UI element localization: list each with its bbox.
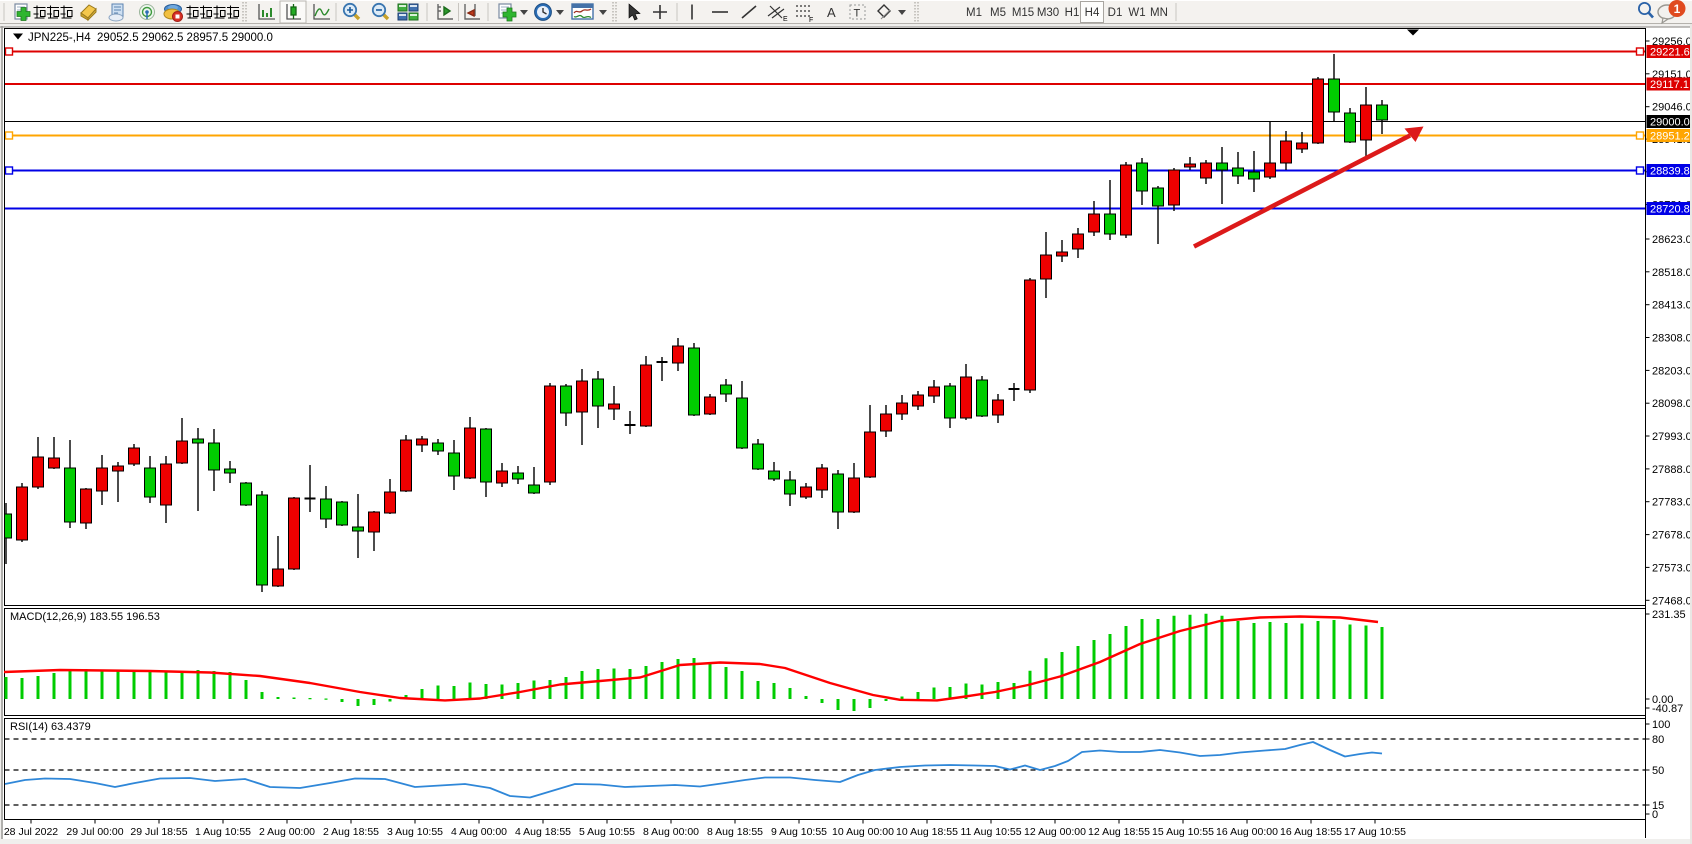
svg-text:16 Aug 00:00: 16 Aug 00:00: [1216, 826, 1278, 838]
svg-text:-40.87: -40.87: [1652, 703, 1683, 715]
svg-text:29117.1: 29117.1: [1650, 79, 1689, 91]
svg-text:2 Aug 18:55: 2 Aug 18:55: [323, 826, 379, 838]
svg-text:28518.0: 28518.0: [1652, 267, 1692, 279]
svg-text:1 Aug 10:55: 1 Aug 10:55: [195, 826, 251, 838]
svg-text:10 Aug 00:00: 10 Aug 00:00: [832, 826, 894, 838]
svg-text:4 Aug 00:00: 4 Aug 00:00: [451, 826, 507, 838]
svg-text:A: A: [827, 5, 836, 20]
svg-text:29 Jul 00:00: 29 Jul 00:00: [66, 826, 123, 838]
svg-text:MN: MN: [1150, 7, 1168, 19]
svg-text:28951.2: 28951.2: [1650, 131, 1690, 143]
svg-text:8 Aug 18:55: 8 Aug 18:55: [707, 826, 763, 838]
svg-text:100: 100: [1652, 719, 1670, 731]
svg-text:12 Aug 00:00: 12 Aug 00:00: [1024, 826, 1086, 838]
svg-text:16 Aug 18:55: 16 Aug 18:55: [1280, 826, 1342, 838]
svg-text:10 Aug 18:55: 10 Aug 18:55: [896, 826, 958, 838]
svg-text:28308.0: 28308.0: [1652, 333, 1692, 345]
svg-text:MACD(12,26,9) 183.55 196.53: MACD(12,26,9) 183.55 196.53: [10, 611, 160, 623]
svg-text:5 Aug 10:55: 5 Aug 10:55: [579, 826, 635, 838]
svg-text:29 Jul 18:55: 29 Jul 18:55: [130, 826, 187, 838]
svg-text:M15: M15: [1012, 7, 1034, 19]
svg-text:80: 80: [1652, 734, 1664, 746]
svg-text:W1: W1: [1128, 7, 1145, 19]
svg-text:17 Aug 10:55: 17 Aug 10:55: [1344, 826, 1406, 838]
svg-text:28839.8: 28839.8: [1650, 166, 1690, 178]
svg-text:JPN225-,H4 29052.5 29062.5 28: JPN225-,H4 29052.5 29062.5 28957.5 29000…: [28, 32, 273, 44]
svg-text:RSI(14) 63.4379: RSI(14) 63.4379: [10, 721, 91, 733]
svg-text:28098.0: 28098.0: [1652, 398, 1692, 410]
svg-text:29000.0: 29000.0: [1650, 117, 1690, 129]
svg-text:3 Aug 10:55: 3 Aug 10:55: [387, 826, 443, 838]
svg-text:27678.0: 27678.0: [1652, 530, 1692, 542]
svg-text:T: T: [854, 8, 861, 20]
svg-text:231.35: 231.35: [1652, 609, 1686, 621]
svg-text:H1: H1: [1065, 7, 1080, 19]
svg-text:27783.0: 27783.0: [1652, 497, 1692, 509]
svg-text:1: 1: [1674, 2, 1681, 16]
svg-text:12 Aug 18:55: 12 Aug 18:55: [1088, 826, 1150, 838]
svg-text:M30: M30: [1037, 7, 1059, 19]
svg-text:27573.0: 27573.0: [1652, 562, 1692, 574]
svg-text:M1: M1: [966, 7, 982, 19]
svg-text:E: E: [783, 16, 788, 23]
svg-text:0: 0: [1652, 809, 1658, 821]
svg-text:29221.6: 29221.6: [1650, 47, 1690, 59]
svg-text:D1: D1: [1108, 7, 1123, 19]
svg-text:28623.0: 28623.0: [1652, 234, 1692, 246]
svg-text:29046.0: 29046.0: [1652, 102, 1692, 114]
svg-text:27993.0: 27993.0: [1652, 431, 1692, 443]
svg-text:H4: H4: [1085, 7, 1100, 19]
svg-text:50: 50: [1652, 765, 1664, 777]
svg-text:F: F: [809, 17, 813, 24]
svg-text:28 Jul 2022: 28 Jul 2022: [4, 826, 58, 838]
svg-text:9 Aug 10:55: 9 Aug 10:55: [771, 826, 827, 838]
svg-text:15 Aug 10:55: 15 Aug 10:55: [1152, 826, 1214, 838]
svg-text:4 Aug 18:55: 4 Aug 18:55: [515, 826, 571, 838]
svg-text:11 Aug 10:55: 11 Aug 10:55: [960, 826, 1021, 838]
svg-text:28413.0: 28413.0: [1652, 300, 1692, 312]
svg-text:2 Aug 00:00: 2 Aug 00:00: [259, 826, 315, 838]
svg-text:27468.0: 27468.0: [1652, 595, 1692, 607]
svg-text:15: 15: [1652, 800, 1664, 812]
svg-text:8 Aug 00:00: 8 Aug 00:00: [643, 826, 699, 838]
svg-text:27888.0: 27888.0: [1652, 464, 1692, 476]
svg-text:0.00: 0.00: [1652, 694, 1673, 706]
svg-text:28720.8: 28720.8: [1650, 204, 1690, 216]
svg-text:28203.0: 28203.0: [1652, 365, 1692, 377]
svg-text:M5: M5: [990, 7, 1006, 19]
